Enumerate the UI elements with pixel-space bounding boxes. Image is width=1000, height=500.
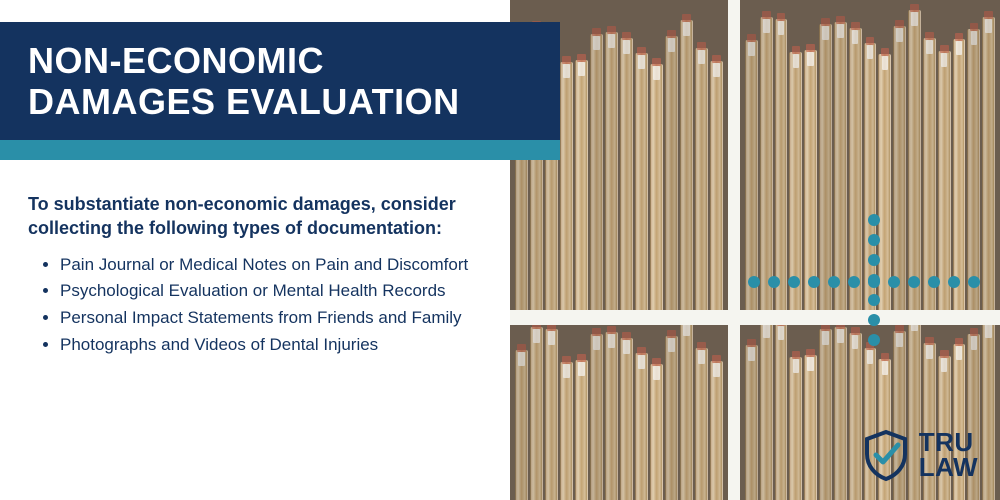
brand-logo: TRU LAW	[859, 428, 978, 482]
list-item: Photographs and Videos of Dental Injurie…	[60, 333, 478, 358]
intro-text: To substantiate non-economic damages, co…	[28, 192, 478, 241]
page-title: NON-ECONOMIC DAMAGES EVALUATION	[28, 40, 460, 123]
accent-bar	[0, 140, 560, 160]
documentation-list: Pain Journal or Medical Notes on Pain an…	[28, 253, 478, 358]
list-item: Pain Journal or Medical Notes on Pain an…	[60, 253, 478, 278]
logo-text: TRU LAW	[919, 430, 978, 479]
list-item: Psychological Evaluation or Mental Healt…	[60, 279, 478, 304]
dot-cross-decor	[748, 214, 996, 354]
shield-check-icon	[859, 428, 913, 482]
header-panel: NON-ECONOMIC DAMAGES EVALUATION	[0, 22, 560, 140]
list-item: Personal Impact Statements from Friends …	[60, 306, 478, 331]
title-line-2: DAMAGES EVALUATION	[28, 81, 460, 122]
content-body: To substantiate non-economic damages, co…	[28, 192, 478, 359]
logo-line-2: LAW	[919, 455, 978, 480]
title-line-1: NON-ECONOMIC	[28, 40, 324, 81]
